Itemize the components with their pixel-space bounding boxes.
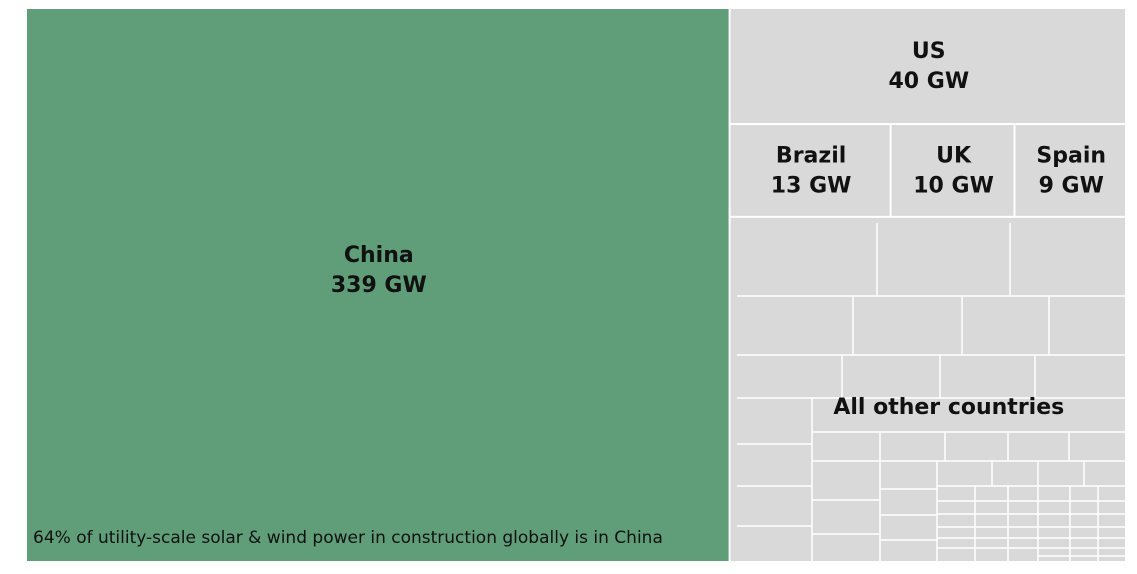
treemap-cell bbox=[730, 125, 890, 216]
cell-value-label: 40 GW bbox=[888, 69, 969, 94]
cell-value-label: 9 GW bbox=[1039, 173, 1104, 198]
cell-label: Spain bbox=[1036, 143, 1106, 168]
treemap-cell bbox=[730, 9, 1125, 124]
treemap-cell bbox=[1015, 125, 1125, 216]
cell-label: Brazil bbox=[776, 143, 846, 168]
other-country-cells bbox=[737, 223, 1127, 563]
treemap-cell bbox=[27, 9, 729, 561]
cells bbox=[27, 9, 1125, 561]
cell-label: US bbox=[912, 39, 946, 64]
cell-label: All other countries bbox=[833, 395, 1064, 420]
annotation: 64% of utility-scale solar & wind power … bbox=[33, 528, 663, 548]
cell-label: UK bbox=[936, 143, 972, 168]
cell-value-label: 339 GW bbox=[331, 273, 427, 298]
treemap-cell bbox=[891, 125, 1014, 216]
cell-label: China bbox=[344, 243, 414, 268]
treemap-cell bbox=[730, 217, 1125, 561]
cell-value-label: 10 GW bbox=[913, 173, 994, 198]
cell-value-label: 13 GW bbox=[771, 173, 852, 198]
